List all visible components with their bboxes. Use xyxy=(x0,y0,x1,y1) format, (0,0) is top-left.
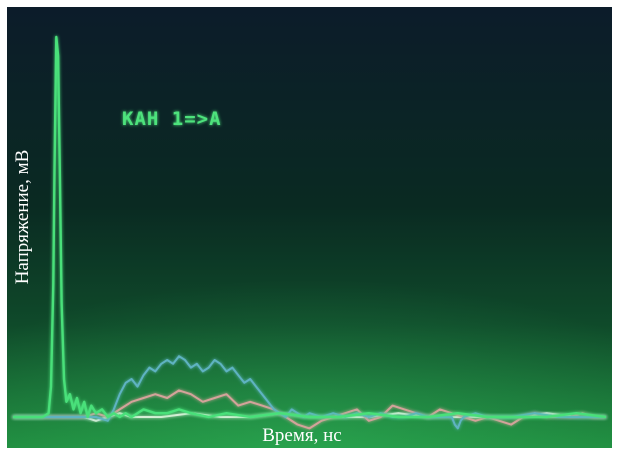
y-axis-label: Напряжение, мВ xyxy=(12,150,33,285)
x-axis-label: Время, нс xyxy=(262,425,341,446)
oscilloscope-screen: KAH 1=>A Напряжение, мВ Время, нс xyxy=(7,7,612,448)
channel-annotation: KAH 1=>A xyxy=(122,108,222,130)
series-layer xyxy=(13,35,607,430)
series-line-2 xyxy=(13,355,606,430)
oscilloscope-chart: KAH 1=>A Напряжение, мВ Время, нс xyxy=(7,7,612,448)
screen-bloom xyxy=(7,207,612,448)
series-line-1 xyxy=(13,35,607,419)
